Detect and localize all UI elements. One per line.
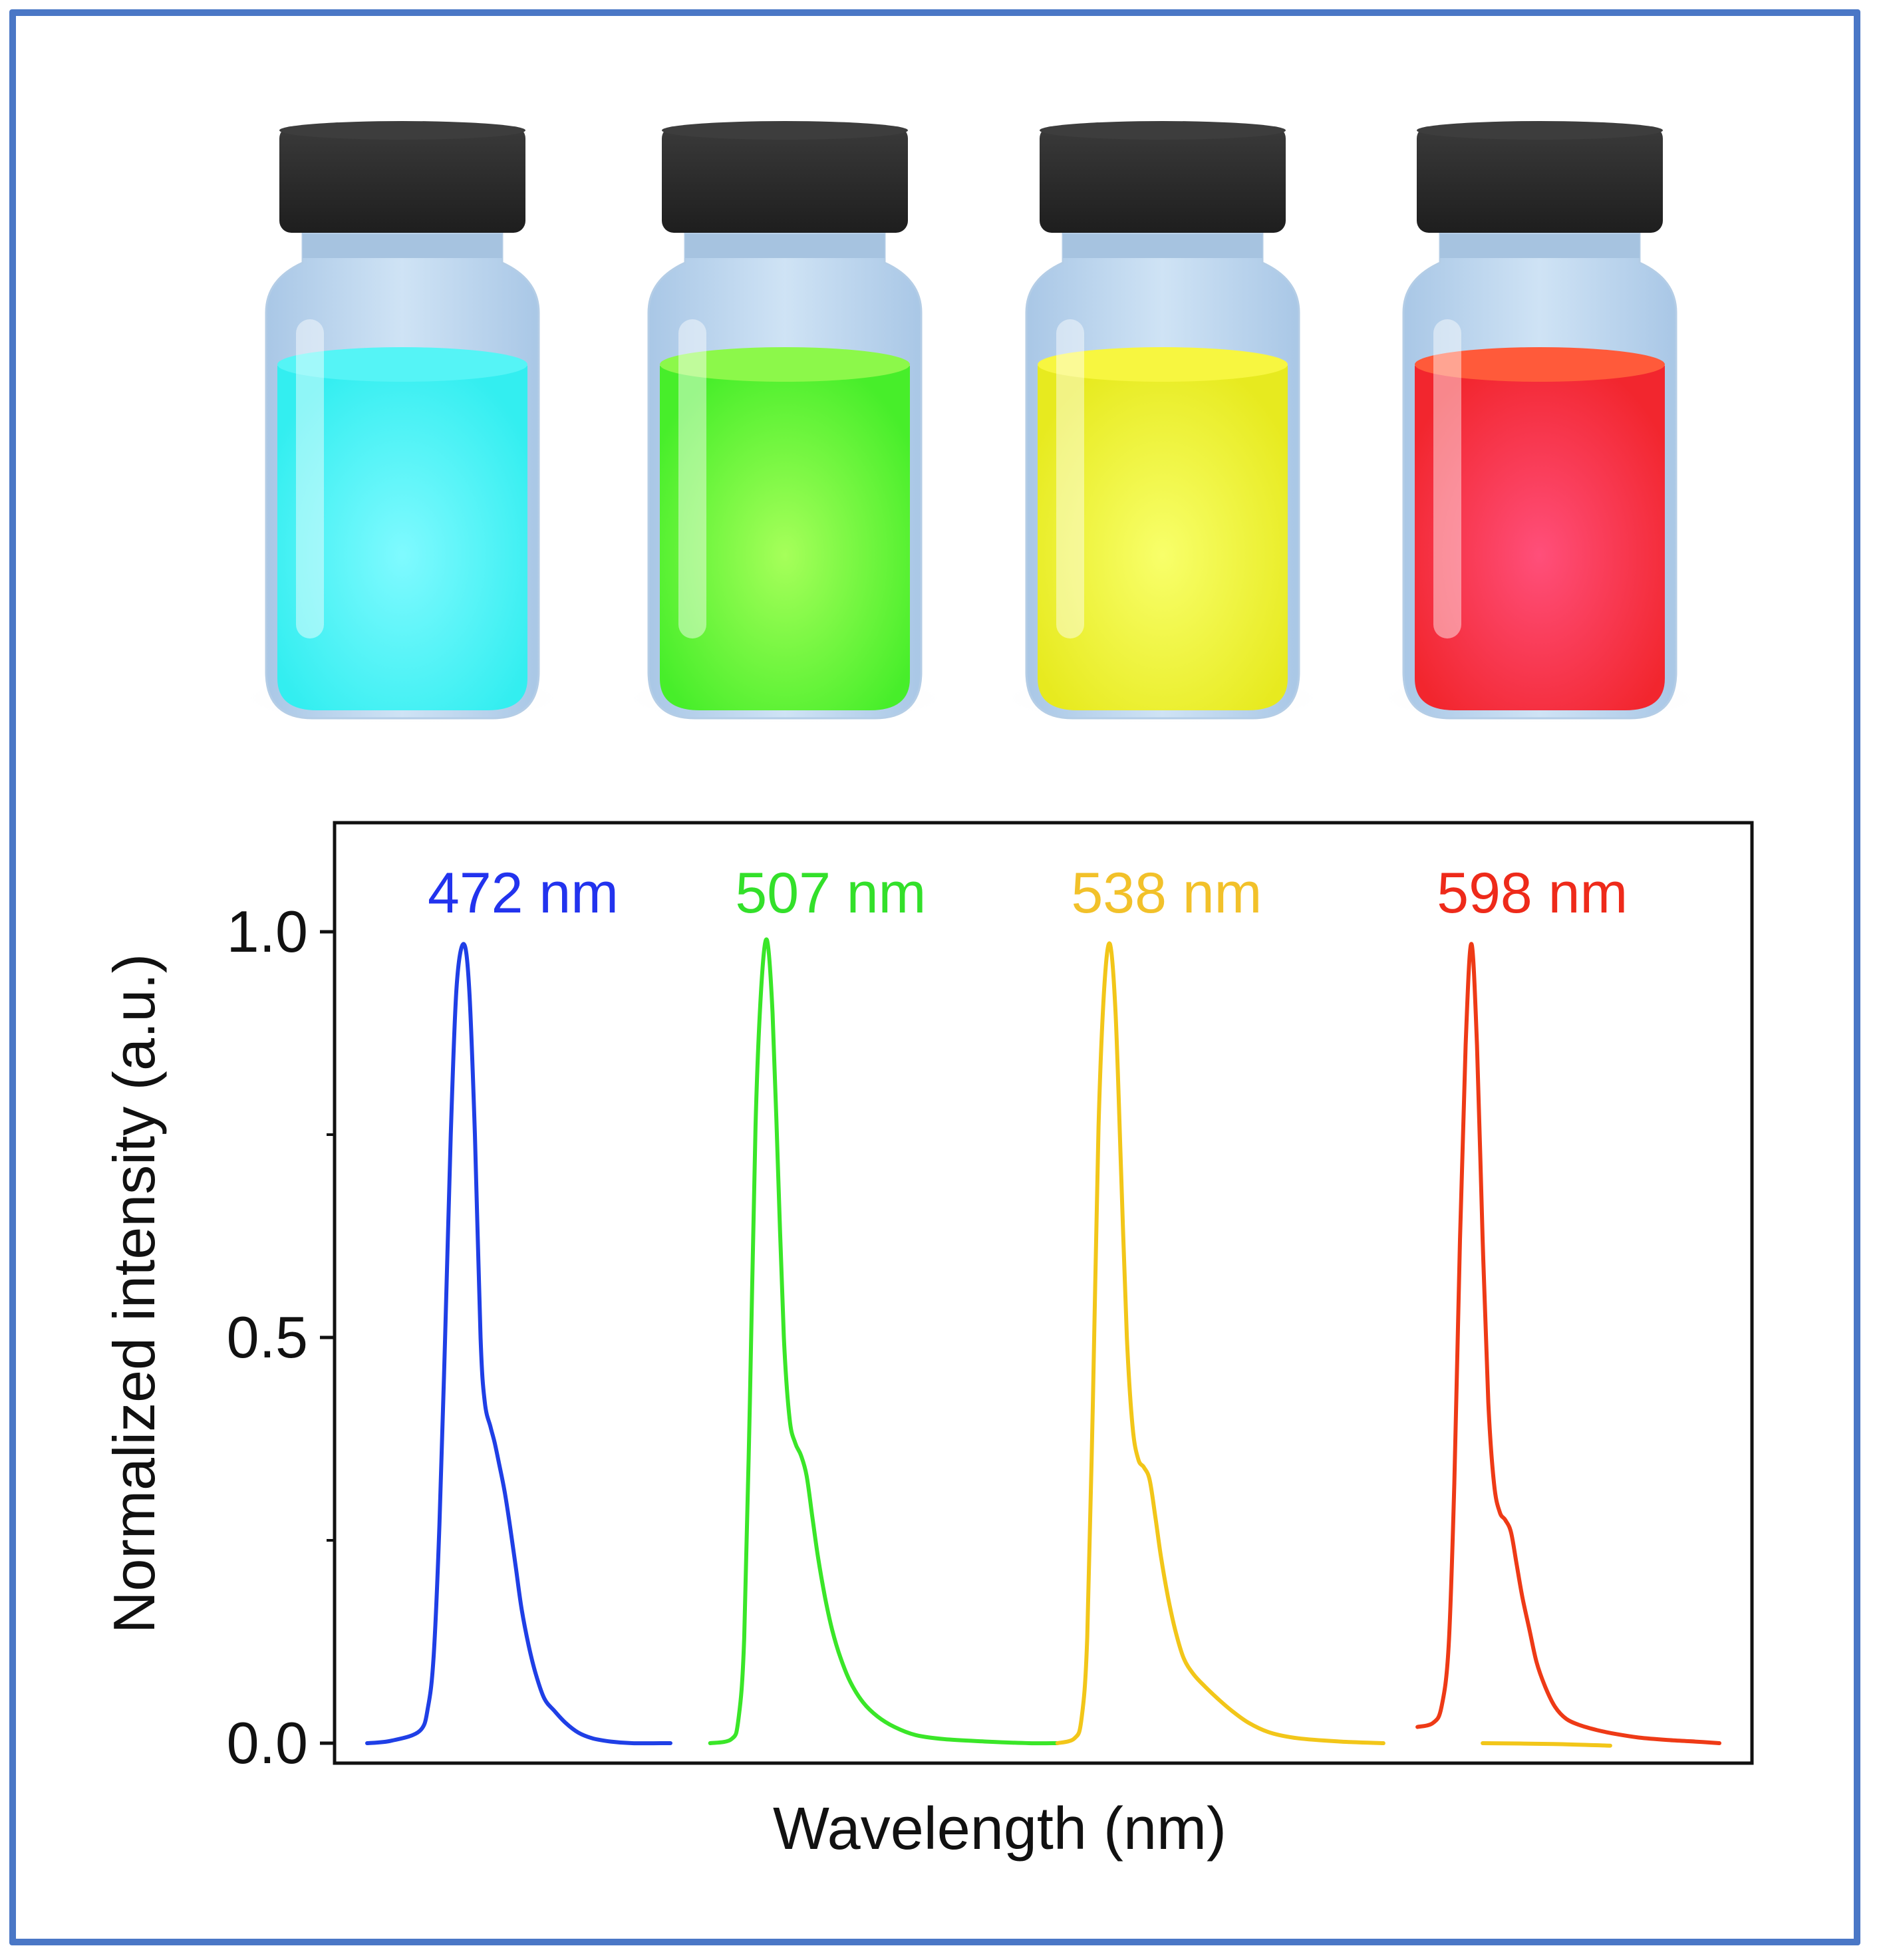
series-line-472-nm xyxy=(365,942,672,1746)
vial-liquid xyxy=(1038,366,1288,710)
vial-cap xyxy=(1040,126,1286,233)
vial-liquid xyxy=(660,366,910,710)
y-tick-label: 0.0 xyxy=(227,1710,308,1776)
peak-label: 598 nm xyxy=(1437,861,1628,925)
vial-cap xyxy=(279,126,525,233)
liquid-surface xyxy=(1415,347,1665,382)
vial-neck xyxy=(685,234,885,258)
series-line-538-nm xyxy=(1055,941,1385,1745)
red-vial xyxy=(1374,121,1706,725)
green-vial xyxy=(619,121,951,725)
cap-top xyxy=(1040,121,1286,140)
glass-reflection xyxy=(1056,319,1084,638)
y-tick-label: 1.0 xyxy=(227,899,308,964)
peak-label: 538 nm xyxy=(1071,861,1262,925)
cap-top xyxy=(279,121,525,140)
vial-neck xyxy=(1440,234,1640,258)
plot-area-border xyxy=(333,821,1754,1765)
x-axis-label: Wavelength (nm) xyxy=(773,1796,1227,1862)
liquid-surface xyxy=(277,347,527,382)
vial-row xyxy=(236,121,1706,725)
vial-cap xyxy=(1417,126,1663,233)
baseline-segment-line xyxy=(1481,1741,1612,1748)
vial-liquid xyxy=(1415,366,1665,710)
series-line-598-nm xyxy=(1415,942,1721,1745)
vial-liquid xyxy=(277,366,527,710)
glass-reflection xyxy=(296,319,324,638)
cyan-vial xyxy=(236,121,569,725)
y-tick-label: 0.5 xyxy=(227,1304,308,1370)
yellow-vial xyxy=(996,121,1329,725)
y-axis: 0.0 0.5 1.0 xyxy=(227,899,335,1776)
peak-label: 507 nm xyxy=(735,861,926,925)
glass-reflection xyxy=(678,319,706,638)
cap-top xyxy=(1417,121,1663,140)
vial-neck xyxy=(1063,234,1262,258)
vial-cap xyxy=(662,126,908,233)
cap-top xyxy=(662,121,908,140)
y-axis-label: Normalized intensity (a.u.) xyxy=(101,954,167,1633)
glass-reflection xyxy=(1433,319,1461,638)
emission-spectra-chart: 0.0 0.5 1.0 472 nm 507 nm 538 nm 598 nm Wavel… xyxy=(101,821,1754,1862)
series-line-507-nm xyxy=(708,937,1060,1746)
liquid-surface xyxy=(660,347,910,382)
peak-label: 472 nm xyxy=(428,861,619,925)
vial-neck xyxy=(303,234,502,258)
liquid-surface xyxy=(1038,347,1288,382)
series-layer xyxy=(365,937,1721,1748)
peak-labels: 472 nm 507 nm 538 nm 598 nm xyxy=(428,861,1628,925)
